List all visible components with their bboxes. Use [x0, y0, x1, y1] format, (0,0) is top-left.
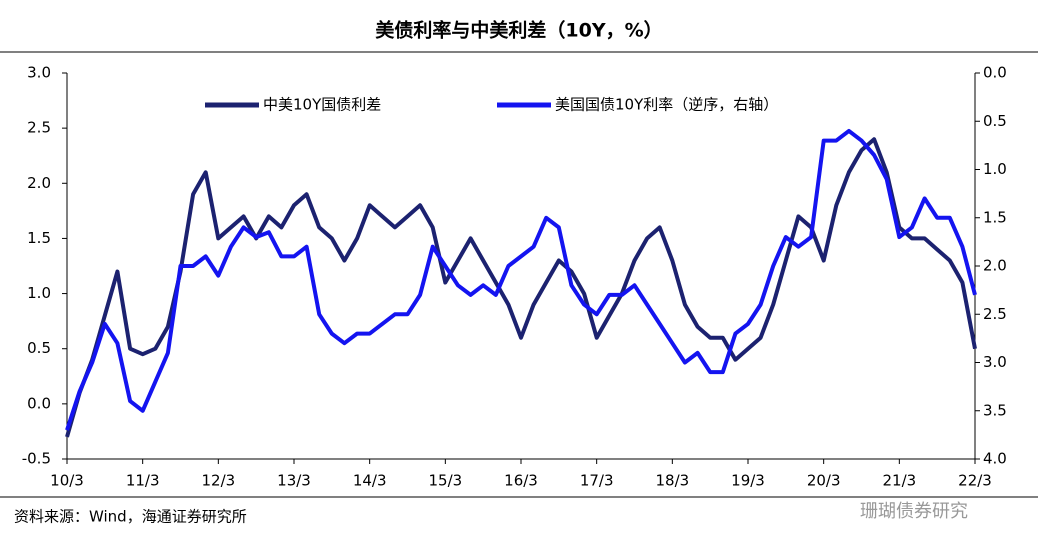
- y-tick-label: 1.5: [27, 229, 51, 247]
- x-tick-label: 17/3: [580, 472, 614, 490]
- y-tick-label: -0.5: [22, 450, 51, 468]
- x-tick-label: 14/3: [353, 472, 387, 490]
- legend-label: 中美10Y国债利差: [263, 96, 381, 114]
- y2-tick-label: 2.0: [983, 257, 1007, 275]
- y2-tick-label: 1.5: [983, 208, 1007, 226]
- y-tick-label: 1.0: [27, 284, 51, 302]
- legend-label: 美国国债10Y利率（逆序，右轴）: [555, 96, 778, 114]
- source: 资料来源：Wind，海通证券研究所: [14, 508, 247, 526]
- y2-tick-label: 0.0: [983, 64, 1007, 82]
- x-tick-label: 21/3: [882, 472, 916, 490]
- y-tick-label: 0.0: [27, 394, 51, 412]
- y-tick-label: 0.5: [27, 339, 51, 357]
- y2-tick-label: 3.0: [983, 353, 1007, 371]
- x-tick-label: 15/3: [428, 472, 462, 490]
- y-tick-label: 3.0: [27, 64, 51, 82]
- series-line: [65, 128, 977, 431]
- x-tick-label: 19/3: [731, 472, 765, 490]
- y-tick-label: 2.0: [27, 174, 51, 192]
- x-tick-label: 13/3: [277, 472, 311, 490]
- y-tick-label: 2.5: [27, 119, 51, 137]
- x-tick-label: 20/3: [807, 472, 841, 490]
- watermark: 珊瑚债券研究: [860, 501, 968, 522]
- y2-tick-label: 0.5: [983, 112, 1007, 130]
- series-line: [65, 137, 977, 438]
- x-tick-label: 18/3: [655, 472, 689, 490]
- x-tick-label: 12/3: [201, 472, 235, 490]
- y2-tick-label: 1.0: [983, 160, 1007, 178]
- x-tick-label: 22/3: [958, 472, 992, 490]
- y2-tick-label: 3.5: [983, 401, 1007, 419]
- x-tick-label: 11/3: [126, 472, 160, 490]
- x-tick-label: 16/3: [504, 472, 538, 490]
- x-tick-label: 10/3: [50, 472, 84, 490]
- chart-title: 美债利率与中美利差（10Y，%）: [375, 19, 662, 42]
- y2-tick-label: 4.0: [983, 450, 1007, 468]
- y2-tick-label: 2.5: [983, 305, 1007, 323]
